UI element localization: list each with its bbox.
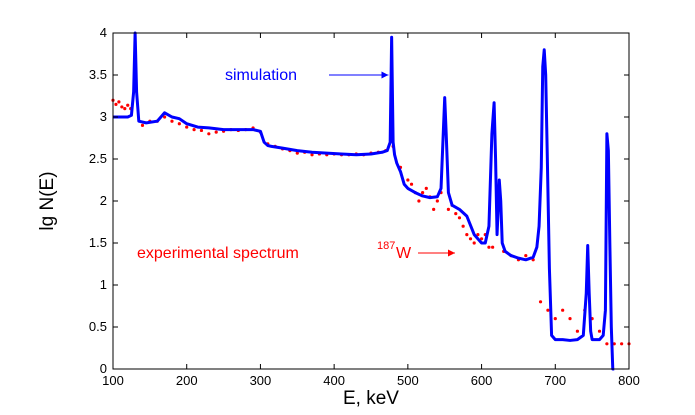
axes: 100 200 300 400 500 600 700 800 0 0.5 1 1.5 2 2.5 3 3.5…: [89, 25, 640, 388]
annotation-experimental: experimental spectrum: [137, 245, 299, 262]
y-tick-label: 3.5: [89, 67, 107, 82]
data-point: [185, 125, 189, 129]
data-point: [546, 308, 550, 312]
annotation-isotope-mass: 187: [377, 240, 395, 252]
data-point: [476, 233, 480, 237]
data-point: [424, 186, 428, 190]
y-tick-label: 0: [100, 361, 107, 376]
data-point: [524, 254, 528, 258]
data-point: [435, 199, 439, 203]
y-tick-label: 4: [100, 25, 107, 40]
data-point: [114, 102, 118, 106]
y-tick-label: 2.5: [89, 151, 107, 166]
data-point: [468, 237, 473, 241]
data-point: [126, 103, 130, 107]
data-point: [612, 342, 616, 346]
data-point: [163, 115, 167, 119]
x-tick-label: 200: [176, 373, 198, 388]
data-point: [465, 233, 469, 237]
annotations: simulation experimental spectrum 187 W: [137, 67, 455, 262]
data-point: [120, 105, 124, 109]
data-point: [461, 224, 465, 228]
y-tick-label: 0.5: [89, 319, 107, 334]
data-point: [140, 123, 145, 127]
data-point: [199, 128, 204, 133]
data-point: [409, 182, 414, 186]
annotation-isotope-symbol: W: [396, 245, 412, 262]
data-point: [295, 151, 299, 155]
data-point: [207, 132, 211, 136]
data-point: [605, 342, 609, 346]
data-point: [472, 241, 476, 245]
y-tick-label: 1.5: [89, 235, 107, 250]
data-point: [454, 212, 458, 216]
annotation-simulation: simulation: [225, 67, 297, 84]
x-tick-label: 300: [250, 373, 272, 388]
data-point: [457, 216, 462, 220]
data-point: [568, 317, 572, 321]
data-point: [192, 128, 196, 132]
data-point: [491, 245, 495, 249]
x-tick-label: 700: [544, 373, 566, 388]
data-point: [117, 100, 121, 104]
x-tick-label: 800: [618, 373, 640, 388]
data-point: [214, 130, 218, 134]
data-point: [553, 317, 557, 321]
y-tick-label: 3: [100, 109, 107, 124]
series-line: [113, 31, 615, 371]
data-point: [432, 207, 436, 211]
x-tick-label: 400: [323, 373, 345, 388]
y-tick-label: 2: [100, 193, 107, 208]
data-point: [561, 308, 565, 312]
data-point: [487, 245, 491, 249]
x-tick-label: 100: [102, 373, 124, 388]
data-point: [406, 178, 410, 182]
data-point: [421, 191, 425, 195]
x-tick-label: 600: [471, 373, 493, 388]
plot-series: [111, 31, 631, 371]
data-point: [170, 119, 174, 123]
y-tick-label: 1: [100, 277, 107, 292]
data-point: [575, 329, 580, 333]
x-tick-label: 500: [397, 373, 419, 388]
data-point: [310, 153, 314, 157]
data-point: [177, 122, 181, 126]
data-point: [597, 329, 602, 333]
data-point: [417, 199, 421, 203]
data-point: [538, 300, 543, 304]
data-point: [479, 237, 484, 241]
x-axis-label: E, keV: [343, 388, 399, 409]
data-point: [620, 342, 624, 346]
data-point: [446, 207, 450, 211]
y-axis-label: lg N(E): [37, 171, 58, 230]
data-point: [123, 107, 127, 111]
